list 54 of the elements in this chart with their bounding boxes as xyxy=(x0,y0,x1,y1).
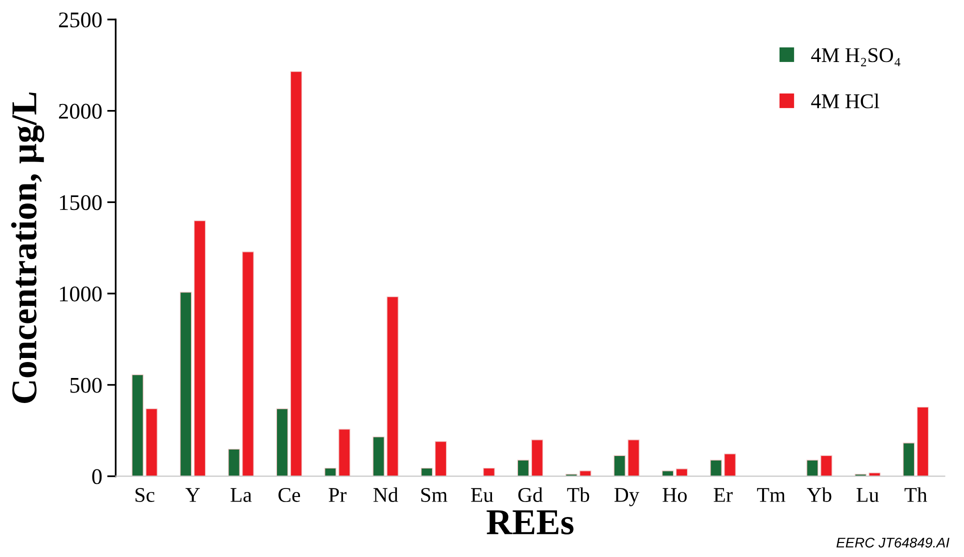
y-axis-title: Concentration, µg/L xyxy=(11,92,44,403)
x-tick-label: Eu xyxy=(471,488,494,502)
text: EERC JT64849.AI xyxy=(836,538,950,548)
bar xyxy=(242,252,254,476)
y-tick-label: 500 xyxy=(70,378,102,393)
bar xyxy=(579,470,592,476)
x-tick-label: Sc xyxy=(136,488,154,502)
bar xyxy=(531,440,544,476)
y-tick-label: 1000 xyxy=(60,286,102,302)
bar xyxy=(338,428,350,476)
legend-label: 4M HCl xyxy=(811,94,880,108)
bar xyxy=(676,468,688,476)
x-tick-label: Tm xyxy=(757,488,786,502)
y-tick-label: 2000 xyxy=(59,104,102,119)
bar xyxy=(290,71,302,476)
bar xyxy=(710,460,722,476)
bar xyxy=(386,296,398,476)
x-tick-label: Y xyxy=(186,488,200,502)
bar xyxy=(228,448,240,476)
x-tick-label: Yb xyxy=(806,487,832,502)
y-tick-label: 0 xyxy=(92,469,102,484)
x-tick-label: Ho xyxy=(662,488,687,502)
bar xyxy=(132,374,144,476)
x-axis-title: REEs xyxy=(486,510,574,534)
bar xyxy=(146,408,158,476)
x-tick-label: Er xyxy=(714,488,733,502)
bar xyxy=(483,468,495,476)
x-tick-label: Lu xyxy=(856,488,879,502)
bar xyxy=(806,460,818,476)
bar xyxy=(434,441,447,476)
bar xyxy=(724,454,736,476)
bar xyxy=(372,436,385,476)
bar xyxy=(820,455,832,476)
bar xyxy=(517,460,530,476)
y-tick-label: 1500 xyxy=(60,195,102,210)
x-tick-label: La xyxy=(230,488,252,502)
bar xyxy=(614,455,626,476)
bar xyxy=(324,468,336,476)
x-tick-label: Th xyxy=(904,487,928,502)
x-tick-label: Sm xyxy=(421,488,448,502)
bar xyxy=(628,440,640,476)
bar xyxy=(902,442,915,476)
x-tick-label: Tb xyxy=(567,487,590,502)
bar xyxy=(916,406,929,476)
x-tick-label: Gd xyxy=(518,487,543,502)
bar xyxy=(180,292,192,476)
x-tick-label: Pr xyxy=(328,488,346,502)
x-tick-label: Dy xyxy=(614,488,640,506)
bar xyxy=(194,220,206,476)
x-tick-label: Nd xyxy=(373,487,398,502)
y-tick-label: 2500 xyxy=(59,12,102,28)
legend-label: 4M H₂SO₄ xyxy=(811,48,900,66)
x-tick-label: Ce xyxy=(278,488,300,502)
bar xyxy=(276,408,288,476)
